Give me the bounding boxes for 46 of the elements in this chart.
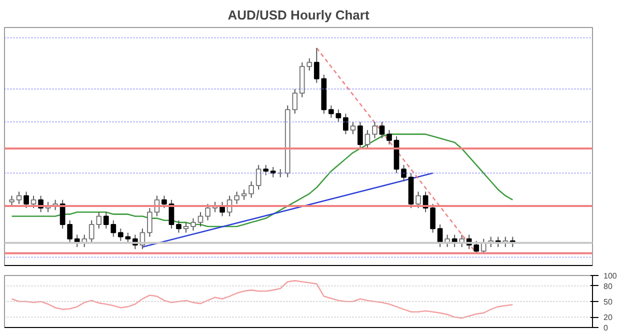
candlestick — [401, 164, 406, 182]
candlestick — [314, 48, 320, 84]
candlestick — [125, 232, 131, 244]
candlestick — [24, 191, 29, 209]
candlestick — [103, 212, 109, 230]
candlestick — [386, 130, 392, 145]
line-series — [11, 280, 514, 319]
y-tick-label: 20 — [604, 313, 613, 322]
candlestick — [358, 121, 363, 150]
candlestick — [248, 180, 254, 198]
candlestick — [67, 220, 73, 244]
candlestick — [292, 88, 298, 114]
candlestick — [474, 240, 480, 254]
candlestick — [241, 189, 247, 200]
candlestick — [88, 220, 94, 244]
y-tick-label: 0 — [604, 324, 608, 332]
candlestick — [416, 191, 421, 209]
candlestick — [372, 121, 378, 139]
candlestick — [379, 121, 385, 139]
candlestick — [110, 220, 116, 238]
y-tick-label: 50 — [604, 298, 613, 306]
candlestick — [343, 113, 348, 135]
candlestick — [162, 195, 167, 209]
candlestick — [205, 203, 210, 221]
candlestick — [176, 220, 182, 234]
candlestick — [364, 130, 370, 150]
candlestick — [234, 191, 240, 204]
candlestick — [306, 58, 312, 72]
candlestick — [190, 218, 196, 232]
candlestick — [147, 208, 152, 238]
candlestick — [183, 222, 189, 234]
candlestick — [96, 212, 102, 230]
candlestick — [30, 195, 36, 209]
candlestick — [9, 195, 14, 206]
candlestick — [263, 164, 269, 176]
candlestick — [60, 199, 66, 230]
y-tick-label: 100 — [604, 272, 618, 280]
candlestick — [16, 191, 22, 204]
candlestick — [270, 166, 276, 178]
y-tick-label: 80 — [604, 282, 613, 291]
candlestick — [350, 121, 356, 135]
candlestick — [430, 203, 436, 234]
candlestick — [118, 228, 124, 242]
candlestick — [198, 212, 204, 228]
candlestick — [256, 164, 262, 190]
chart-title: AUD/USD Hourly Chart — [228, 8, 370, 22]
